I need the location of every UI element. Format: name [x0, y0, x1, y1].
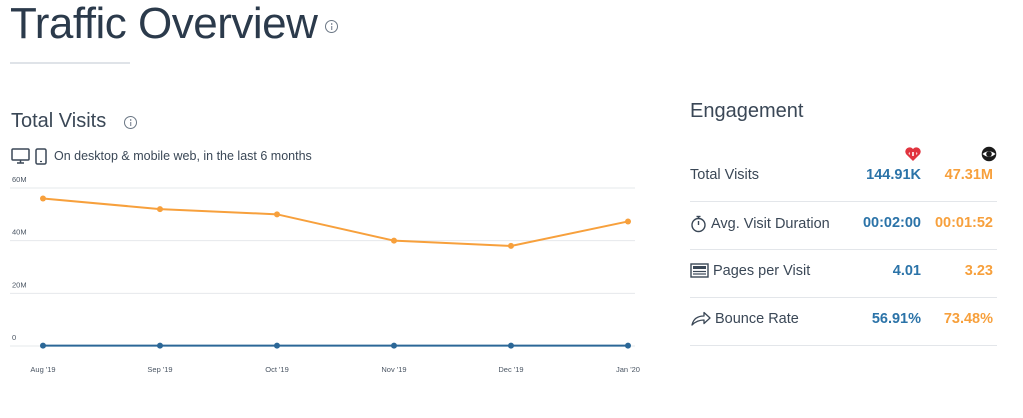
- y-tick-label: 20M: [12, 280, 27, 289]
- engagement-label: Avg. Visit Duration: [711, 216, 830, 232]
- x-tick-label: Sep '19: [147, 365, 172, 374]
- engagement-label: Pages per Visit: [713, 263, 811, 279]
- engagement-value-cbs: 3.23: [964, 263, 993, 279]
- data-point: [40, 195, 46, 202]
- engagement-row-pages-per-visit: Pages per Visit 4.01 3.23: [690, 249, 997, 298]
- x-tick-label: Jan '20: [616, 365, 640, 374]
- engagement-value-iheart: 56.91%: [871, 311, 921, 327]
- engagement-row-bounce-rate: Bounce Rate 56.91% 73.48%: [690, 297, 997, 346]
- data-point: [391, 342, 397, 349]
- data-point: [274, 211, 280, 218]
- data-point: [157, 342, 163, 349]
- engagement-label: Total Visits: [690, 167, 760, 183]
- x-tick-label: Oct '19: [265, 365, 289, 374]
- title-divider: [10, 62, 130, 64]
- data-point: [625, 218, 631, 225]
- total-visits-description: On desktop & mobile web, in the last 6 m…: [54, 149, 312, 163]
- data-point: [625, 342, 631, 349]
- x-tick-label: Nov '19: [381, 365, 406, 374]
- engagement-row-total-visits: Total Visits 144.91K 47.31M: [690, 153, 997, 202]
- desktop-icon: [11, 148, 30, 164]
- x-tick-label: Aug '19: [30, 365, 55, 374]
- data-point: [508, 242, 514, 249]
- cbs-eye-logo-icon: [981, 146, 997, 162]
- total-visits-title: Total Visits: [11, 110, 107, 132]
- y-tick-label: 0: [12, 333, 16, 342]
- total-visits-chart: 0 20M 40M 60M Aug '19 Sep '19 Oct '19 Nov '19 De…: [10, 175, 640, 374]
- engagement-value-cbs: 73.48%: [943, 311, 993, 327]
- data-point: [274, 342, 280, 349]
- engagement-value-iheart: 4.01: [892, 263, 921, 279]
- bounce-arrow-icon: [691, 311, 711, 326]
- data-point: [391, 237, 397, 244]
- page-title: Traffic Overview: [10, 0, 318, 48]
- iheart-logo-icon: [905, 147, 921, 161]
- engagement-value-cbs: 47.31M: [944, 167, 993, 183]
- data-point: [157, 206, 163, 213]
- total-visits-info-icon[interactable]: [124, 116, 137, 129]
- info-icon[interactable]: [325, 20, 338, 33]
- engagement-value-iheart: 00:02:00: [862, 215, 921, 231]
- mobile-icon: [35, 147, 47, 165]
- pages-icon: [690, 263, 709, 278]
- y-tick-label: 60M: [12, 175, 27, 184]
- stopwatch-icon: [691, 215, 706, 233]
- series-line: [42, 197, 629, 247]
- device-description: On desktop & mobile web, in the last 6 m…: [11, 147, 312, 165]
- engagement-value-cbs: 00:01:52: [934, 215, 993, 231]
- data-point: [508, 342, 514, 349]
- engagement-value-iheart: 144.91K: [866, 167, 921, 183]
- x-tick-label: Dec '19: [498, 365, 523, 374]
- data-point: [40, 342, 46, 349]
- y-tick-label: 40M: [12, 228, 27, 237]
- engagement-label: Bounce Rate: [715, 311, 799, 327]
- engagement-row-avg-visit-duration: Avg. Visit Duration 00:02:00 00:01:52: [690, 201, 997, 250]
- engagement-title: Engagement: [690, 100, 804, 122]
